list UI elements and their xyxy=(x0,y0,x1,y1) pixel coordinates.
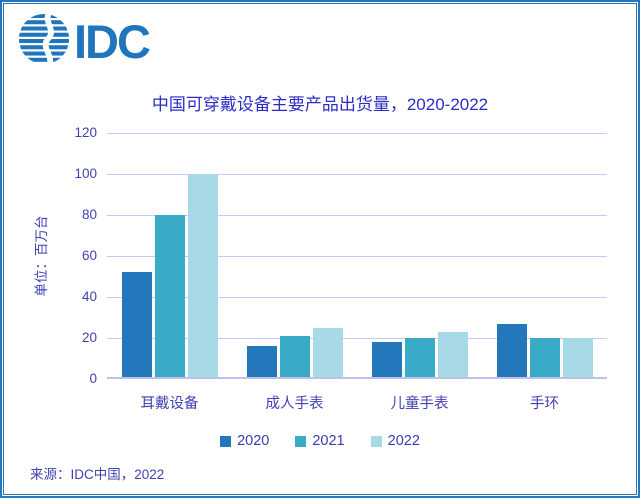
y-tick-label-80: 80 xyxy=(81,207,97,222)
x-label-category-0: 耳戴设备 xyxy=(140,396,199,412)
legend-label: 2022 xyxy=(387,433,420,449)
gridline-y120 xyxy=(107,132,607,134)
y-axis-title: 单位：百万台 xyxy=(34,215,49,297)
x-label-category-2: 儿童手表 xyxy=(390,396,449,412)
y-tick-label-0: 0 xyxy=(89,371,97,386)
gridline-y60 xyxy=(107,255,607,257)
legend-swatch-icon xyxy=(295,435,307,447)
legend-label: 2021 xyxy=(312,433,345,449)
bar-2022-category-0 xyxy=(187,174,218,377)
legend-swatch-icon xyxy=(370,435,382,447)
x-axis-labels: 耳戴设备 成人手表 儿童手表 手环 xyxy=(107,392,607,413)
x-label-category-3: 手环 xyxy=(530,396,559,412)
legend-swatch-icon xyxy=(220,435,232,447)
legend-item-2022: 2022 xyxy=(370,433,420,449)
y-tick-label-60: 60 xyxy=(81,248,97,263)
y-tick-label-120: 120 xyxy=(74,125,97,140)
bar-2021-category-2 xyxy=(404,338,435,377)
gridline-y40 xyxy=(107,296,607,298)
bar-2022-category-2 xyxy=(437,331,468,377)
legend-item-2021: 2021 xyxy=(295,433,345,449)
bar-2020-category-0 xyxy=(121,272,152,377)
idc-logo: IDC xyxy=(18,9,151,70)
y-tick-label-20: 20 xyxy=(81,330,97,345)
bar-2021-category-0 xyxy=(154,215,185,377)
legend: 2020 2021 2022 xyxy=(2,433,638,449)
bar-2020-category-2 xyxy=(371,342,402,377)
idc-globe-icon xyxy=(18,9,70,70)
x-label-category-1: 成人手表 xyxy=(265,396,324,412)
bar-2021-category-3 xyxy=(529,338,560,377)
bar-2020-category-3 xyxy=(496,323,527,377)
chart-title: 中国可穿戴设备主要产品出货量，2020-2022 xyxy=(151,95,489,114)
idc-logo-text: IDC xyxy=(74,14,151,68)
legend-label: 2020 xyxy=(237,433,270,449)
legend-item-2020: 2020 xyxy=(220,433,269,449)
plot-area: 0 20 40 60 80 100 120 xyxy=(74,126,607,386)
gridline-y80 xyxy=(107,214,607,216)
gridline-y0 xyxy=(107,377,607,379)
y-tick-label-100: 100 xyxy=(74,166,97,181)
bar-2022-category-3 xyxy=(562,338,593,377)
y-tick-label-40: 40 xyxy=(81,289,97,304)
bar-2021-category-1 xyxy=(279,336,310,377)
bar-2022-category-1 xyxy=(312,327,343,377)
source-note: 来源：IDC中国，2022 xyxy=(30,467,165,482)
bar-2020-category-1 xyxy=(246,346,277,377)
gridline-y20 xyxy=(107,337,607,339)
gridline-y100 xyxy=(107,173,607,175)
